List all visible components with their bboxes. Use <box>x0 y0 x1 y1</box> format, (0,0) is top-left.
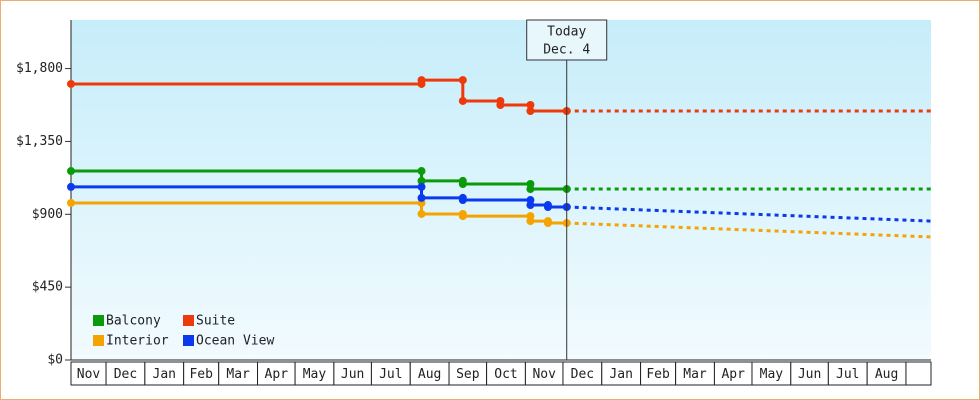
x-tick-label: Aug <box>875 367 898 382</box>
point <box>543 219 552 228</box>
x-tick-label: Mar <box>226 367 250 382</box>
x-tick-label: Dec <box>571 367 594 382</box>
step-dot <box>458 76 467 85</box>
x-tick-label: Apr <box>265 367 289 382</box>
x-tick-label: Jul <box>379 367 402 382</box>
today-date: Dec. 4 <box>543 43 590 58</box>
point <box>458 96 467 105</box>
point <box>496 101 505 109</box>
point <box>526 217 535 226</box>
y-tick-label: $1,800 <box>16 61 63 76</box>
x-tick-label: Aug <box>418 367 441 382</box>
x-tick-label: Jun <box>341 367 364 382</box>
legend-swatch <box>183 335 194 346</box>
point <box>526 106 535 115</box>
x-tick-label: Feb <box>189 367 213 382</box>
point <box>526 185 535 194</box>
point <box>67 182 75 191</box>
point <box>458 180 467 189</box>
today-label: Today <box>547 25 586 40</box>
point <box>458 196 467 205</box>
y-tick-label: $1,350 <box>16 134 63 149</box>
step-dot <box>417 182 426 191</box>
point <box>417 193 426 202</box>
point <box>417 209 426 218</box>
step-dot <box>417 167 426 176</box>
x-tick-label: Nov <box>532 367 556 382</box>
legend-label: Ocean View <box>196 334 274 349</box>
point <box>417 76 426 85</box>
point <box>67 198 75 207</box>
legend-swatch <box>183 315 194 326</box>
y-tick-label: $450 <box>32 280 63 295</box>
point <box>543 203 552 211</box>
x-tick-label: Mar <box>683 367 707 382</box>
legend-label: Balcony <box>106 314 161 329</box>
x-tick-label: Oct <box>494 367 517 382</box>
x-tick-label: Sep <box>456 367 480 382</box>
point <box>67 79 75 88</box>
point <box>67 167 75 176</box>
point <box>417 176 426 185</box>
y-tick-label: $900 <box>32 207 63 222</box>
x-tick-label: Jan <box>609 367 632 382</box>
point <box>526 201 535 210</box>
legend-swatch <box>93 315 104 326</box>
x-tick-label: Jul <box>836 367 859 382</box>
y-tick-label: $0 <box>47 353 63 368</box>
step-dot <box>526 101 535 109</box>
x-tick-label: May <box>760 367 784 382</box>
x-tick-label: Nov <box>77 367 101 382</box>
today-box <box>526 19 608 61</box>
x-tick-label: Apr <box>721 367 745 382</box>
legend-label: Interior <box>106 334 169 349</box>
x-tick-label: Feb <box>646 367 670 382</box>
point <box>458 212 467 221</box>
x-tick-label: Jan <box>153 367 176 382</box>
plot-area <box>71 20 931 360</box>
legend-swatch <box>93 335 104 346</box>
x-tick-label: Jun <box>798 367 821 382</box>
x-tick-label: May <box>303 367 327 382</box>
legend-label: Suite <box>196 314 235 329</box>
x-tick-label: Dec <box>114 367 137 382</box>
month-cell-blank <box>905 361 932 386</box>
